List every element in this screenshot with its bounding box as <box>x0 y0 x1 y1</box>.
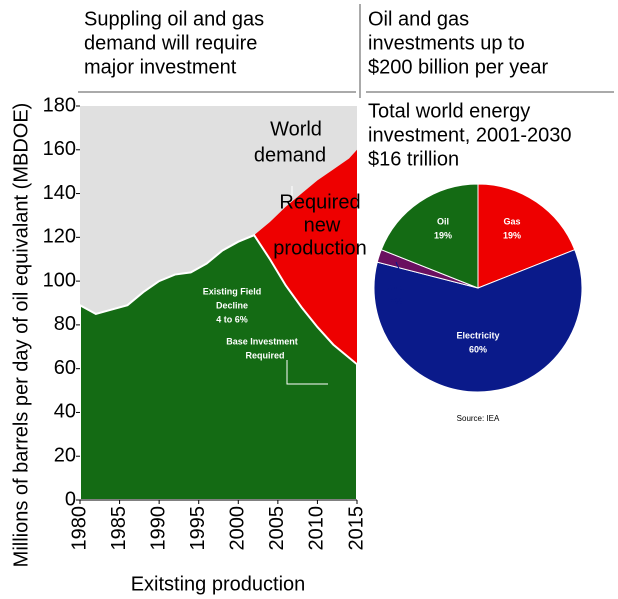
annotation: demand <box>254 144 326 166</box>
chart-title: investments up to <box>368 32 525 54</box>
annotation: Required <box>279 191 360 213</box>
y-tick-label: 120 <box>43 226 76 248</box>
chart-title: Suppling oil and gas <box>84 8 264 30</box>
slice-value: 60% <box>469 344 487 354</box>
x-axis-label: Exitsting production <box>131 573 306 595</box>
y-tick-label: 160 <box>43 138 76 160</box>
x-tick-label: 2015 <box>345 506 367 551</box>
y-tick-label: 80 <box>54 313 76 335</box>
y-tick-label: 20 <box>54 445 76 467</box>
x-tick-label: 1985 <box>108 506 130 551</box>
annotation: Required <box>245 350 284 360</box>
chart-subtitle: investment, 2001-2030 <box>368 124 571 146</box>
x-tick-label: 1990 <box>147 506 169 551</box>
y-tick-label: 100 <box>43 269 76 291</box>
slice-label: Oil <box>437 216 449 226</box>
pie-slice <box>477 183 576 289</box>
slice-label: Gas <box>503 216 520 226</box>
annotation: Existing Field <box>203 286 262 296</box>
y-tick-label: 60 <box>54 357 76 379</box>
area <box>79 233 358 501</box>
slice-label: Coal <box>386 282 406 292</box>
source: Source: IEA <box>457 414 500 423</box>
x-tick-label: 2000 <box>227 506 249 551</box>
annotation: Base Investment <box>226 336 298 346</box>
slice-value: 2% <box>389 296 402 306</box>
y-tick-label: 0 <box>65 488 76 510</box>
y-tick-label: 140 <box>43 182 76 204</box>
chart-title: major investment <box>84 56 237 78</box>
slice-value: 19% <box>434 230 452 240</box>
y-axis-label: Millions of barrels per day of oil equiv… <box>10 103 32 568</box>
slice-label: Electricity <box>456 330 499 340</box>
pie-slice <box>373 249 583 393</box>
x-tick-label: 1980 <box>68 506 90 551</box>
x-tick-label: 1995 <box>187 506 209 551</box>
annotation: Decline <box>216 300 248 310</box>
chart-title: demand will require <box>84 32 257 54</box>
annotation: 4 to 6% <box>216 314 248 324</box>
slice-value: 19% <box>503 230 521 240</box>
pointer <box>395 261 403 277</box>
pie-slice <box>380 183 479 289</box>
y-tick-label: 40 <box>54 401 76 423</box>
x-tick-label: 2010 <box>306 506 328 551</box>
pointer <box>286 360 328 385</box>
y-tick-label: 180 <box>43 94 76 116</box>
annotation: World <box>270 118 322 140</box>
chart-title: Oil and gas <box>368 8 469 30</box>
chart-subtitle: $16 trillion <box>368 148 459 170</box>
annotation: new <box>304 214 341 236</box>
chart-title: $200 billion per year <box>368 56 548 78</box>
x-tick-label: 2005 <box>266 506 288 551</box>
annotation: production <box>273 237 366 259</box>
chart-subtitle: Total world energy <box>368 100 530 122</box>
